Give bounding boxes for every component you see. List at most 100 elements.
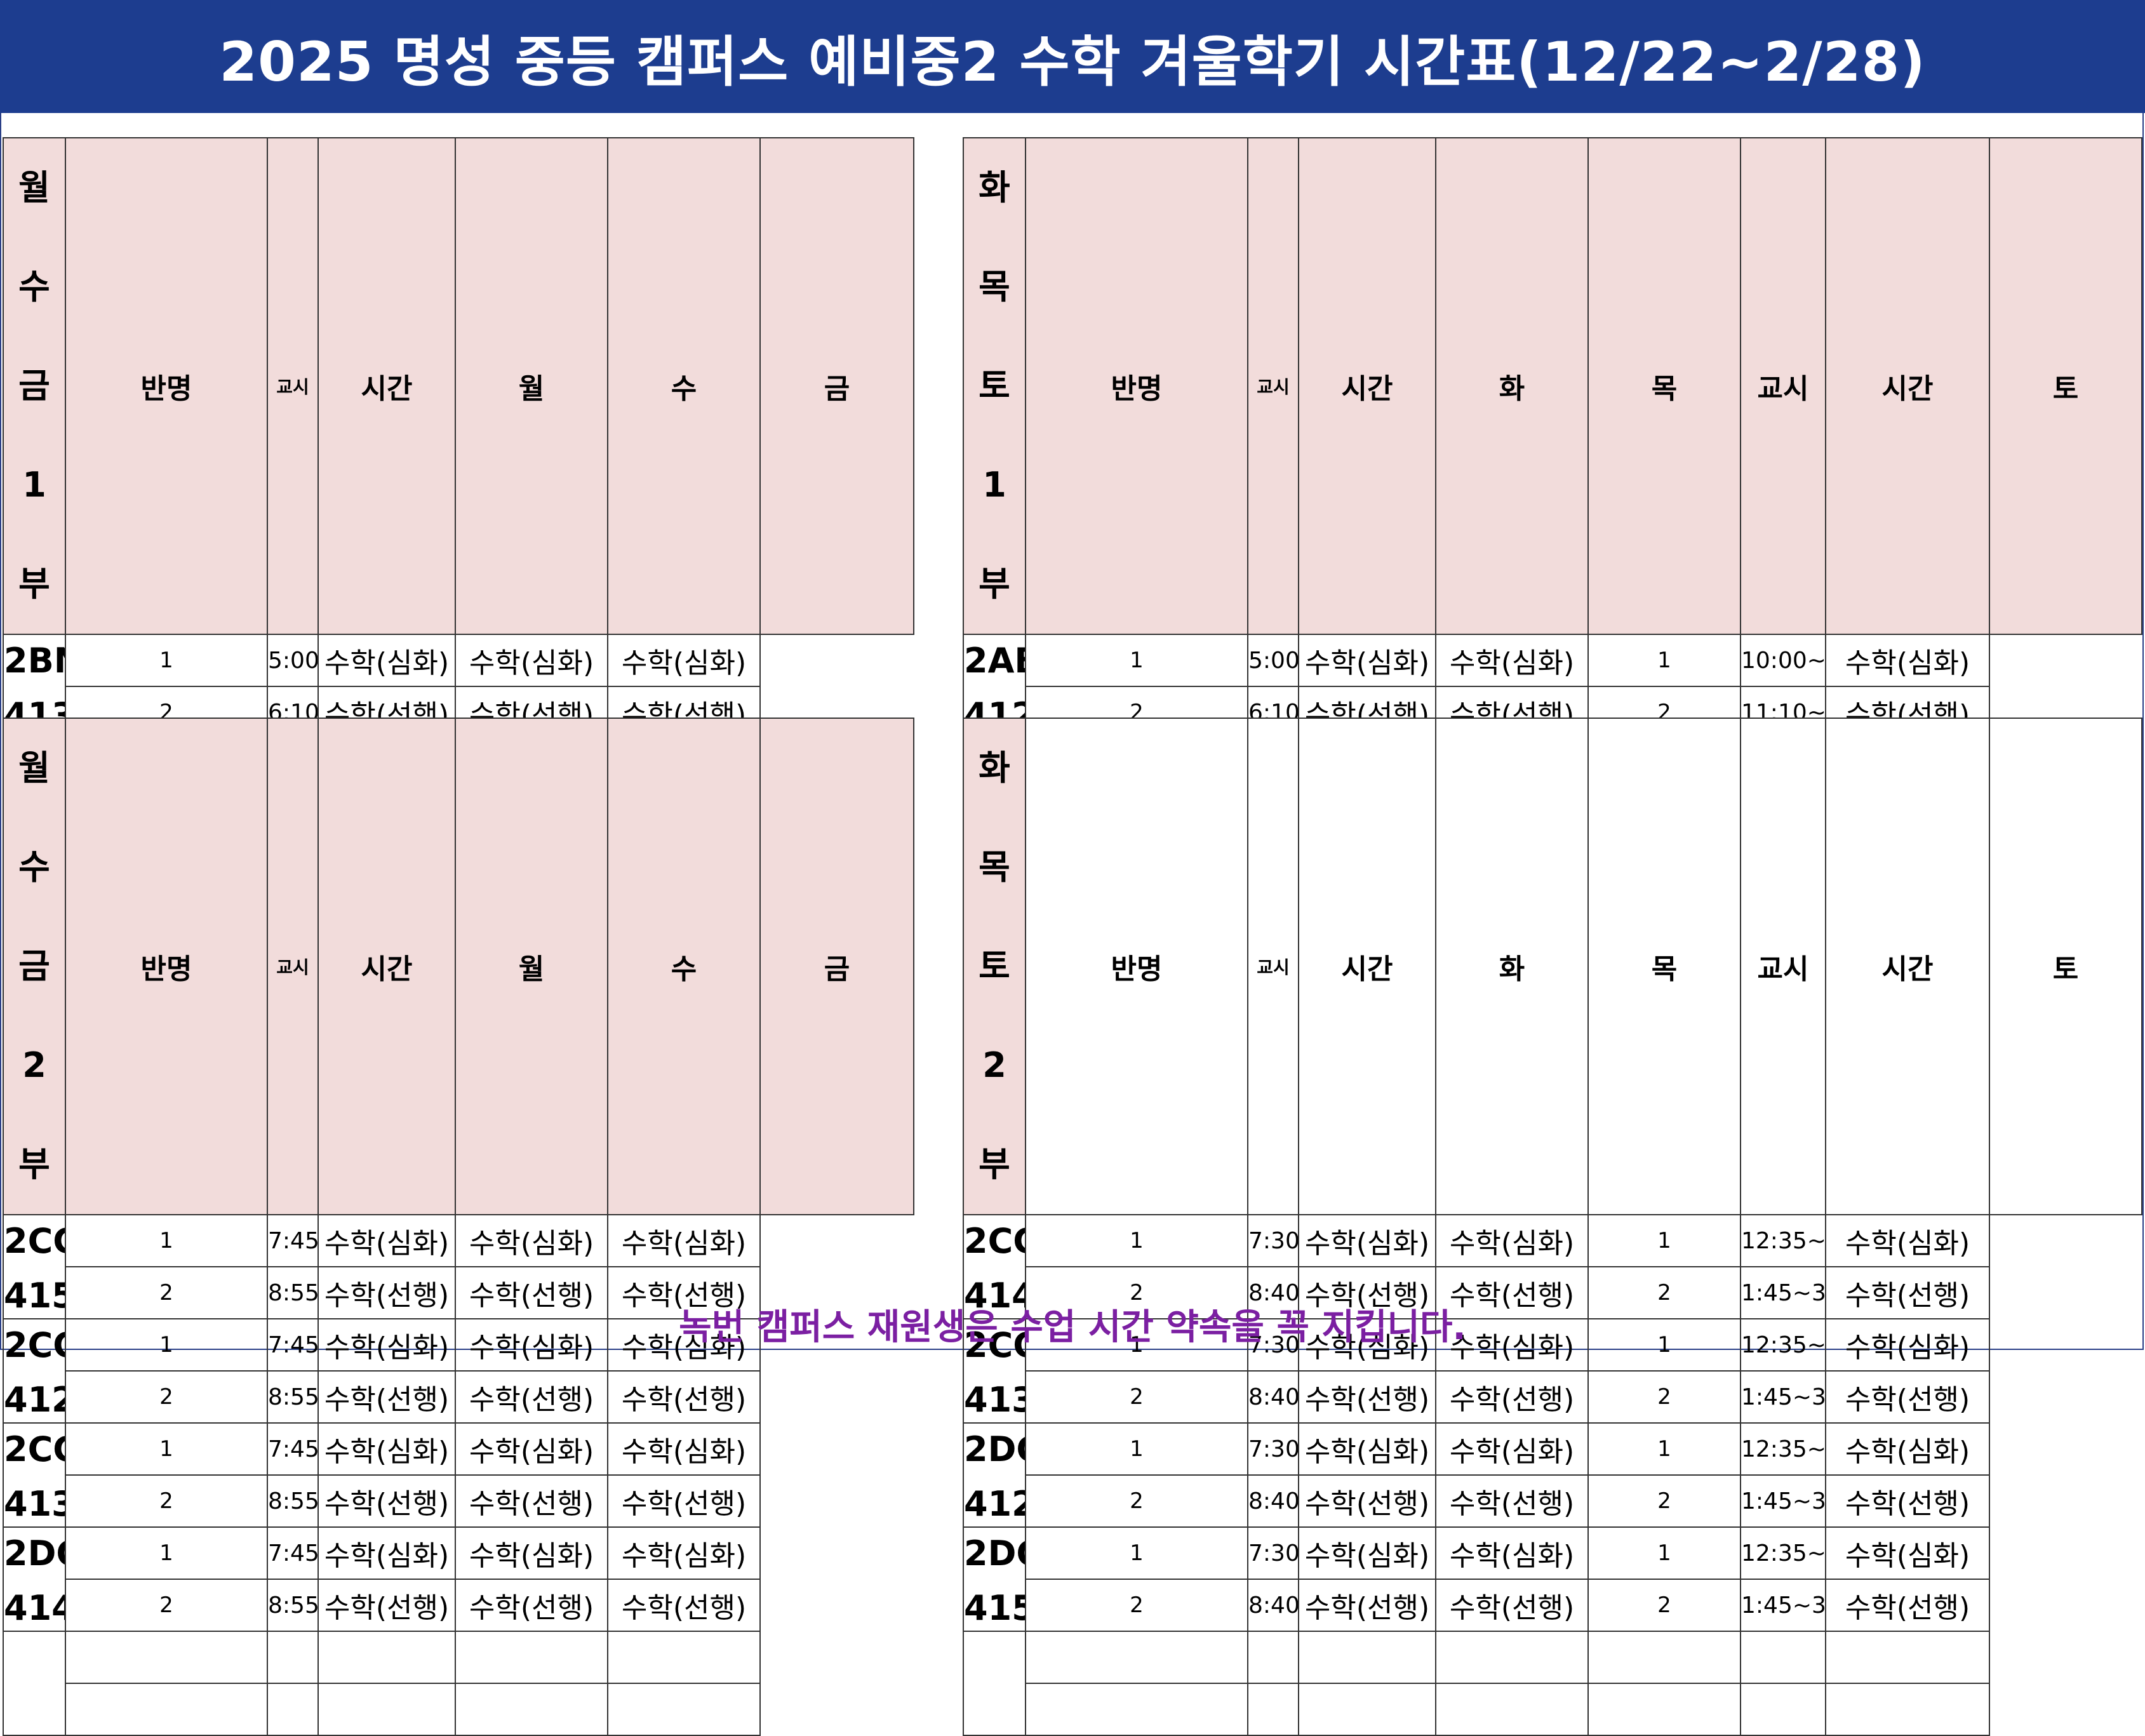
table-row: 2DC(S2)17:30~8:40수학(심화)수학(심화)112:35~1:45… — [963, 1422, 2142, 1476]
empty-class-cell — [963, 1631, 1026, 1683]
time-range: 8:40~10:00 — [1247, 1579, 1299, 1632]
empty-cell — [1435, 1683, 1589, 1736]
class-room: 415호 — [963, 1579, 1026, 1632]
empty-row — [3, 1683, 914, 1736]
sat-time-range: 1:45~3:05 — [1740, 1579, 1826, 1632]
time-range: 8:40~10:00 — [1247, 1474, 1299, 1528]
section-label-text: 화목토2부 — [979, 748, 1010, 1184]
subject-cell: 수학(심화) — [607, 1214, 761, 1267]
sat-period-number: 2 — [1587, 1474, 1741, 1528]
subject-cell: 수학(심화) — [317, 1214, 456, 1267]
time-range: 7:45~8:50 — [267, 1422, 319, 1476]
period-number: 2 — [65, 1266, 268, 1319]
empty-cell — [317, 1631, 456, 1684]
col-header-time-sat: 시간 — [1825, 137, 1990, 635]
time-range: 8:55~10:00 — [267, 1579, 319, 1632]
class-name: 2DC(M2) — [3, 1526, 66, 1579]
col-header-class: 반명 — [1025, 137, 1248, 635]
class-name: 2CC-(M2) — [3, 1422, 66, 1475]
col-header-thu: 목 — [1587, 137, 1741, 635]
section-label-text: 월수금1부 — [18, 168, 50, 604]
section-label: 월수금2부 — [3, 718, 66, 1215]
col-header-time: 시간 — [317, 718, 456, 1215]
time-range: 8:55~10:00 — [267, 1474, 319, 1528]
class-room: 412호 — [963, 1475, 1026, 1528]
sat-time-range: 12:35~1:45 — [1740, 1214, 1826, 1267]
empty-cell — [267, 1683, 319, 1736]
time-range: 8:40~10:00 — [1247, 1266, 1299, 1319]
col-header-mon: 월 — [455, 137, 608, 635]
period-number: 1 — [65, 1422, 268, 1476]
timetable-tts-part2: 화목토2부 반명 교시 시간 화 목 교시 시간 토 2CC(S2)17:30~… — [963, 718, 2142, 1736]
section-label: 화목토1부 — [963, 137, 1026, 635]
time-range: 8:55~10:00 — [267, 1370, 319, 1424]
sat-time-range: 12:35~1:45 — [1740, 1422, 1826, 1476]
subject-cell: 수학(심화) — [1825, 1422, 1990, 1476]
class-name: 2AB-(S1) — [963, 634, 1026, 686]
col-header-mon: 월 — [455, 718, 608, 1215]
empty-class-cell — [3, 1631, 66, 1683]
table-row: 2CC(S2)17:30~8:40수학(심화)수학(심화)112:35~1:45… — [963, 1214, 2142, 1267]
col-header-sat: 토 — [1989, 718, 2142, 1215]
timetable-mwf-part2: 월수금2부 반명 교시 시간 월 수 금 2CC A(M2)17:45~8:50… — [3, 718, 914, 1736]
time-range: 7:30~8:40 — [1247, 1214, 1299, 1267]
empty-cell — [1025, 1631, 1248, 1684]
period-number: 1 — [65, 1526, 268, 1580]
sat-period-number: 1 — [1587, 1214, 1741, 1267]
empty-class-cell — [3, 1683, 66, 1736]
period-number: 2 — [65, 1579, 268, 1632]
footer-notice: 녹번 캠퍼스 재원생은 수업 시간 약속을 꼭 지킵니다. — [679, 1306, 1466, 1348]
sat-period-number: 2 — [1587, 1579, 1741, 1632]
time-range: 7:45~8:50 — [267, 1214, 319, 1267]
subject-cell: 수학(선행) — [1298, 1579, 1436, 1632]
period-number: 1 — [1025, 1526, 1248, 1580]
table-row: 414호28:40~10:00수학(선행)수학(선행)21:45~3:05수학(… — [963, 1266, 2142, 1319]
subject-cell: 수학(선행) — [455, 1370, 608, 1424]
subject-cell: 수학(선행) — [1435, 1370, 1589, 1424]
subject-cell: 수학(선행) — [317, 1579, 456, 1632]
header-row: 화목토1부 반명 교시 시간 화 목 교시 시간 토 — [963, 137, 2142, 635]
empty-cell — [1247, 1631, 1299, 1684]
empty-cell — [1025, 1683, 1248, 1736]
subject-cell: 수학(선행) — [607, 1370, 761, 1424]
period-number: 1 — [1025, 634, 1248, 687]
empty-cell — [317, 1683, 456, 1736]
class-name: 2DC-(S2) — [963, 1526, 1026, 1579]
col-header-period-sat: 교시 — [1740, 137, 1826, 635]
subject-cell: 수학(심화) — [455, 1526, 608, 1580]
col-header-time: 시간 — [317, 137, 456, 635]
subject-cell: 수학(선행) — [1435, 1474, 1589, 1528]
sat-period-number: 2 — [1587, 1370, 1741, 1424]
time-range: 8:55~10:00 — [267, 1266, 319, 1319]
subject-cell: 수학(심화) — [607, 634, 761, 687]
col-header-tue: 화 — [1435, 137, 1589, 635]
period-number: 1 — [1025, 1214, 1248, 1267]
subject-cell: 수학(심화) — [1298, 1526, 1436, 1580]
table-row: 2BN(M1)15:00~6:05수학(심화)수학(심화)수학(심화) — [3, 634, 914, 687]
sat-period-number: 1 — [1587, 1526, 1741, 1580]
time-range: 5:00~6:05 — [1247, 634, 1299, 687]
col-header-wed: 수 — [607, 137, 761, 635]
subject-cell: 수학(선행) — [455, 1579, 608, 1632]
subject-cell: 수학(심화) — [1435, 1422, 1589, 1476]
empty-cell — [1587, 1631, 1741, 1684]
table-row: 412호28:40~10:00수학(선행)수학(선행)21:45~3:05수학(… — [963, 1474, 2142, 1528]
table-row: 2CC-(M2)17:45~8:50수학(심화)수학(심화)수학(심화) — [3, 1422, 914, 1476]
time-range: 8:40~10:00 — [1247, 1370, 1299, 1424]
header-row: 월수금2부 반명 교시 시간 월 수 금 — [3, 718, 914, 1215]
empty-cell — [455, 1631, 608, 1684]
period-number: 2 — [65, 1474, 268, 1528]
col-header-period: 교시 — [267, 718, 319, 1215]
subject-cell: 수학(선행) — [317, 1474, 456, 1528]
table-row: 2DC(M2)17:45~8:50수학(심화)수학(심화)수학(심화) — [3, 1526, 914, 1580]
empty-cell — [65, 1631, 268, 1684]
class-room: 413호 — [3, 1475, 66, 1528]
time-range: 7:30~8:40 — [1247, 1422, 1299, 1476]
col-header-time: 시간 — [1298, 718, 1436, 1215]
class-room: 415호 — [3, 1267, 66, 1319]
table-row: 413호28:40~10:00수학(선행)수학(선행)21:45~3:05수학(… — [963, 1370, 2142, 1424]
subject-cell: 수학(선행) — [607, 1266, 761, 1319]
empty-cell — [1740, 1631, 1826, 1684]
sat-period-number: 1 — [1587, 634, 1741, 687]
